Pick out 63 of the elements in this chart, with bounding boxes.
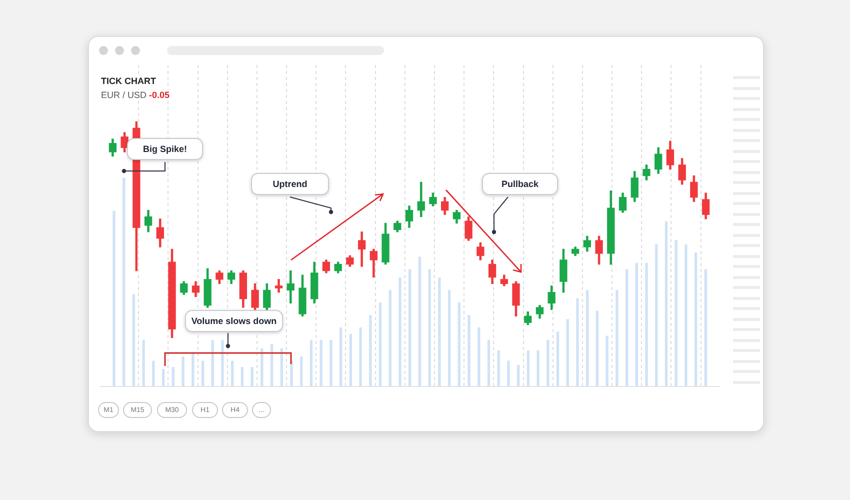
bar (635, 262, 638, 386)
bar (349, 334, 352, 386)
bar (576, 298, 579, 386)
bar (556, 332, 560, 386)
bar (182, 356, 184, 386)
bar (201, 360, 204, 386)
chart-subtitle: EUR / USD -0.05 (101, 90, 170, 100)
bar (625, 269, 628, 386)
bar (526, 350, 530, 386)
bar (694, 252, 698, 386)
bar (566, 319, 569, 386)
bar (458, 302, 460, 386)
bar (270, 344, 274, 386)
bar (408, 269, 412, 386)
bar (231, 360, 234, 386)
bar (152, 360, 155, 386)
bar (300, 356, 303, 386)
bar (655, 244, 658, 386)
bar (664, 221, 668, 386)
bar (674, 240, 678, 386)
bar (704, 269, 708, 386)
bar (122, 178, 126, 386)
chart-title: TICK CHART (101, 76, 162, 86)
bar (369, 314, 372, 386)
bar (112, 210, 116, 386)
bar (359, 327, 362, 386)
bar (280, 348, 283, 386)
bar (497, 350, 500, 386)
bar (487, 340, 490, 386)
bar (478, 327, 480, 386)
bar (192, 352, 194, 386)
bar (606, 336, 608, 386)
bar (172, 366, 174, 386)
bar (448, 290, 451, 386)
bar (546, 340, 550, 386)
bar (398, 277, 402, 386)
bar (536, 350, 540, 386)
bar (290, 360, 293, 386)
bar (468, 314, 470, 386)
bar (240, 366, 244, 386)
bar (310, 340, 313, 386)
bar (616, 290, 618, 386)
bar (684, 244, 688, 386)
bar (211, 340, 214, 386)
bar (596, 310, 599, 386)
bar (132, 294, 136, 386)
bar (260, 348, 264, 386)
bar (586, 290, 589, 386)
bar (250, 366, 254, 386)
bar (645, 262, 648, 386)
bar (162, 369, 165, 386)
bar (221, 340, 224, 386)
bar (507, 360, 510, 386)
bar (320, 340, 322, 386)
bar (418, 256, 422, 386)
bar (438, 277, 441, 386)
bar (388, 290, 392, 386)
bar (378, 302, 382, 386)
bar (330, 340, 332, 386)
bar (517, 364, 520, 386)
bar (339, 327, 342, 386)
bar (142, 340, 145, 386)
bar (428, 269, 431, 386)
